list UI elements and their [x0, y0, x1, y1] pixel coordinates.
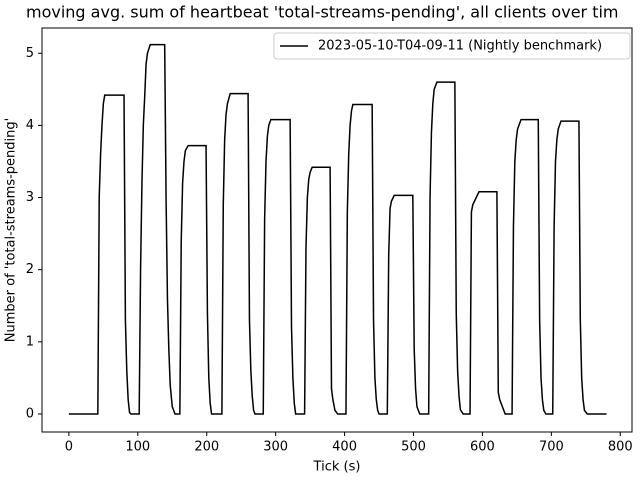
x-axis-label: Tick (s) — [313, 460, 361, 475]
plot-frame — [41, 27, 633, 433]
x-tick-label: 400 — [332, 440, 357, 455]
y-tick-label: 1 — [26, 334, 34, 349]
x-tick-label: 700 — [539, 440, 564, 455]
x-tick-label: 0 — [65, 440, 73, 455]
legend-label: 2023-05-10-T04-09-11 (Nightly benchmark) — [318, 39, 602, 54]
y-tick-label: 2 — [26, 262, 34, 277]
x-tick-label: 200 — [194, 440, 219, 455]
y-tick-label: 5 — [26, 46, 34, 61]
y-tick-label: 0 — [26, 406, 34, 421]
x-tick-label: 600 — [470, 440, 495, 455]
x-tick-label: 500 — [401, 440, 426, 455]
data-line — [68, 43, 607, 415]
legend-box — [273, 32, 631, 60]
x-tick-label: 300 — [263, 440, 288, 455]
chart-title: moving avg. sum of heartbeat 'total-stre… — [26, 3, 619, 22]
y-tick-label: 3 — [26, 190, 34, 205]
y-tick-label: 4 — [26, 118, 34, 133]
x-tick-label: 100 — [125, 440, 150, 455]
y-axis-label: Number of 'total-streams-pending' — [4, 118, 19, 342]
x-tick-label: 800 — [608, 440, 633, 455]
